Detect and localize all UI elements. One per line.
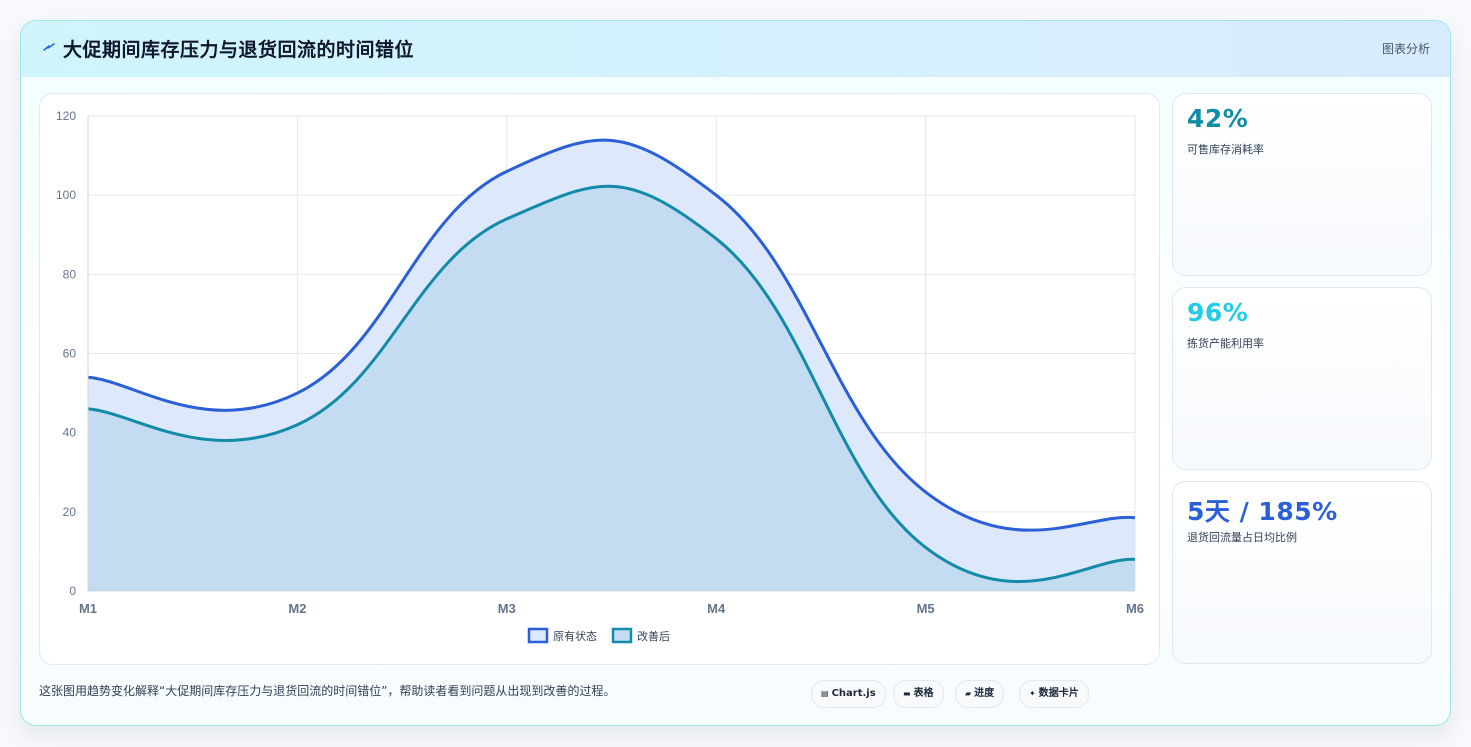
sparkle-icon: ✦: [1029, 689, 1036, 698]
progress-icon: ▰: [965, 689, 972, 698]
chart-description: 这张图用趋势变化解释“大促期间库存压力与退货回流的时间错位”，帮助读者看到问题从…: [39, 684, 616, 698]
series-line-1: [87, 138, 1136, 532]
chip-chartjs[interactable]: ▤ Chart.js: [811, 680, 886, 708]
chart-analysis-tag: 图表分析: [1381, 42, 1430, 56]
chip-table[interactable]: ▬ 表格: [893, 680, 944, 708]
y-tick-label: 60: [63, 347, 77, 361]
x-tick-label: M4: [707, 601, 726, 616]
x-tick-label: M2: [288, 601, 306, 616]
chip-label: 数据卡片: [1038, 688, 1079, 699]
stat-card-inventory: 42% 可售库存消耗率: [1172, 93, 1432, 276]
stat-value: 5天 / 185%: [1187, 497, 1338, 526]
stat-card-returns: 5天 / 185% 退货回流量占日均比例: [1172, 481, 1432, 664]
table-icon: ▬: [903, 689, 911, 698]
series-line-2: [87, 184, 1136, 583]
chip-label: 表格: [913, 688, 934, 699]
chip-progress[interactable]: ▰ 进度: [955, 680, 1005, 708]
y-tick-label: 40: [63, 426, 77, 440]
stat-card-picking: 96% 拣货产能利用率: [1172, 287, 1432, 470]
area-chart: 0 20 40 60 80 100 120 M1 M2 M3 M4 M5 M6 原有状态 改善后: [56, 109, 1144, 644]
y-tick-label: 0: [69, 584, 76, 598]
x-tick-label: M6: [1126, 601, 1144, 616]
y-tick-label: 80: [63, 267, 77, 281]
stat-value: 96%: [1187, 298, 1249, 327]
card-header: 大促期间库存压力与退货回流的时间错位 图表分析: [21, 21, 1450, 77]
chip-label: Chart.js: [831, 688, 876, 699]
legend-swatch: [611, 627, 633, 644]
legend-label: 原有状态: [553, 629, 597, 643]
y-tick-label: 20: [63, 505, 77, 519]
stat-value: 42%: [1187, 104, 1249, 133]
stat-label: 拣货产能利用率: [1187, 337, 1264, 350]
lightning-icon: [43, 43, 55, 51]
chart-card: 大促期间库存压力与退货回流的时间错位 图表分析 0 20 40 60 80 100 120 M…: [20, 20, 1451, 726]
page-title: 大促期间库存压力与退货回流的时间错位: [63, 39, 415, 61]
y-tick-label: 120: [56, 109, 76, 123]
y-tick-label: 100: [56, 188, 76, 202]
chip-label: 进度: [974, 688, 995, 699]
legend-label: 改善后: [637, 629, 670, 643]
legend-swatch: [527, 627, 549, 644]
stat-label: 可售库存消耗率: [1187, 143, 1264, 156]
x-tick-label: M3: [498, 601, 516, 616]
x-tick-label: M1: [79, 601, 97, 616]
chip-data-card[interactable]: ✦ 数据卡片: [1019, 680, 1089, 708]
x-tick-label: M5: [917, 601, 935, 616]
chart-icon: ▤: [821, 689, 829, 698]
chart-panel: 0 20 40 60 80 100 120 M1 M2 M3 M4 M5 M6 原有状态 改善后: [39, 93, 1160, 665]
stat-label: 退货回流量占日均比例: [1187, 531, 1297, 544]
